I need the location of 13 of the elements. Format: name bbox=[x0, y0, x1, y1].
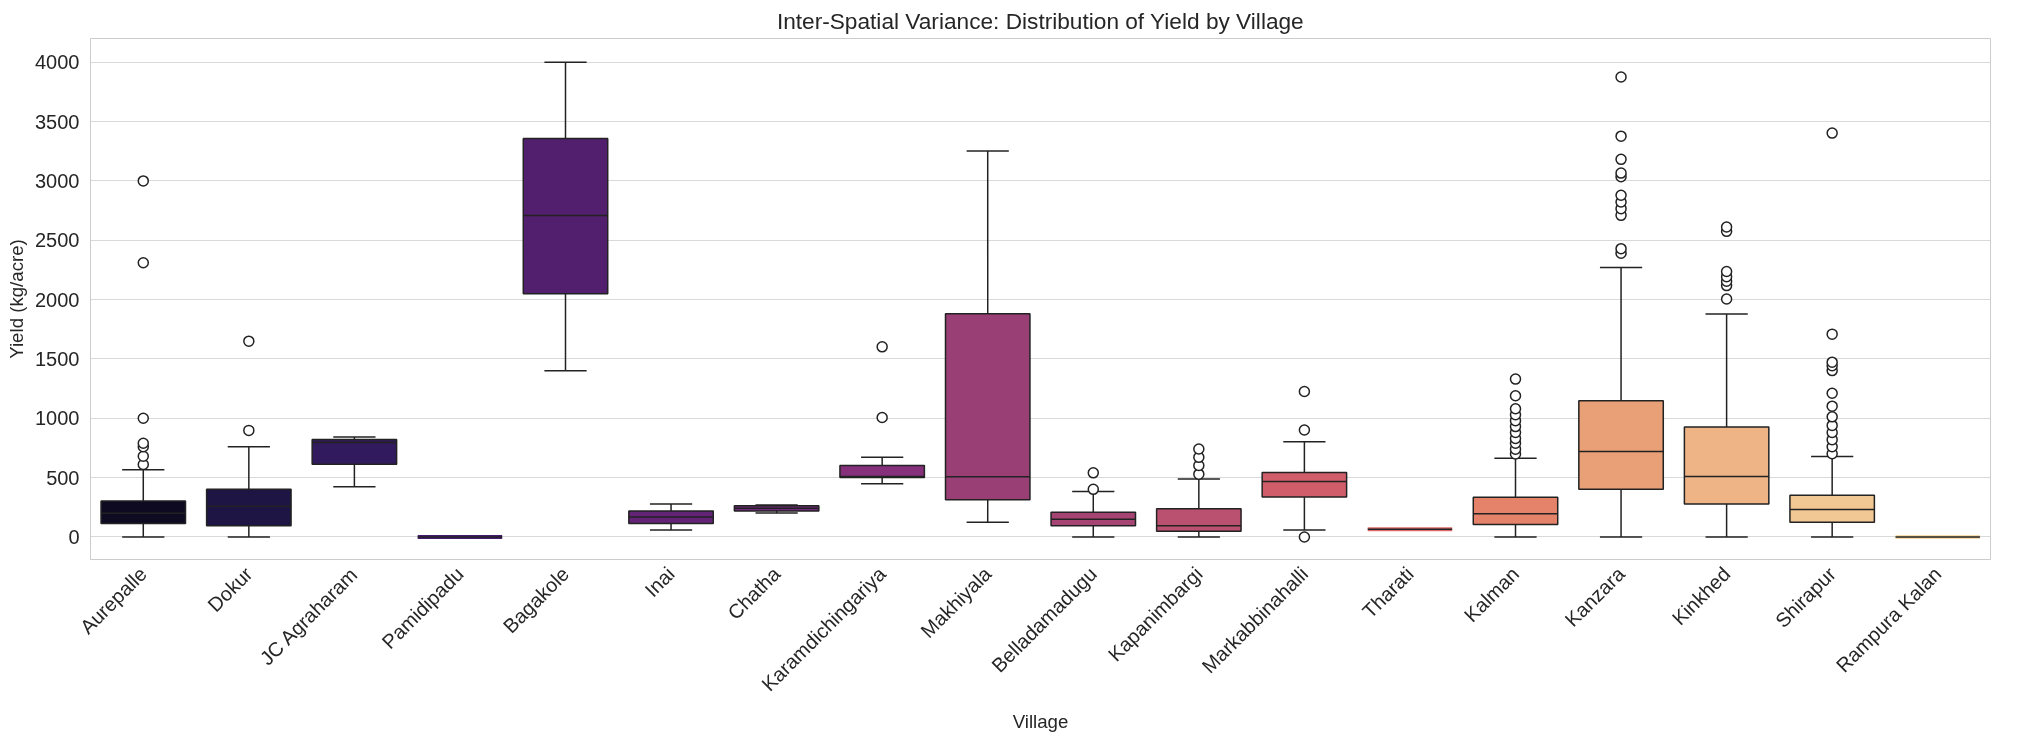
y-tick-label: 4000 bbox=[35, 51, 80, 74]
y-tick-label: 0 bbox=[68, 525, 80, 548]
y-tick-label: 2000 bbox=[35, 288, 80, 311]
y-tick-label: 1500 bbox=[35, 347, 80, 370]
chart-title: Inter-Spatial Variance: Distribution of Yield by Village bbox=[776, 7, 1304, 34]
y-tick-label: 2500 bbox=[35, 229, 80, 252]
y-tick-label: 3500 bbox=[35, 110, 80, 133]
y-tick-label: 3000 bbox=[35, 169, 80, 192]
x-tick-label: Inai bbox=[640, 562, 679, 602]
y-tick-label: 1000 bbox=[35, 407, 80, 430]
y-axis-title: Yield (kg/acre) bbox=[6, 239, 28, 359]
y-tick-label: 500 bbox=[46, 466, 80, 489]
x-axis-title: Village bbox=[1012, 711, 1069, 733]
